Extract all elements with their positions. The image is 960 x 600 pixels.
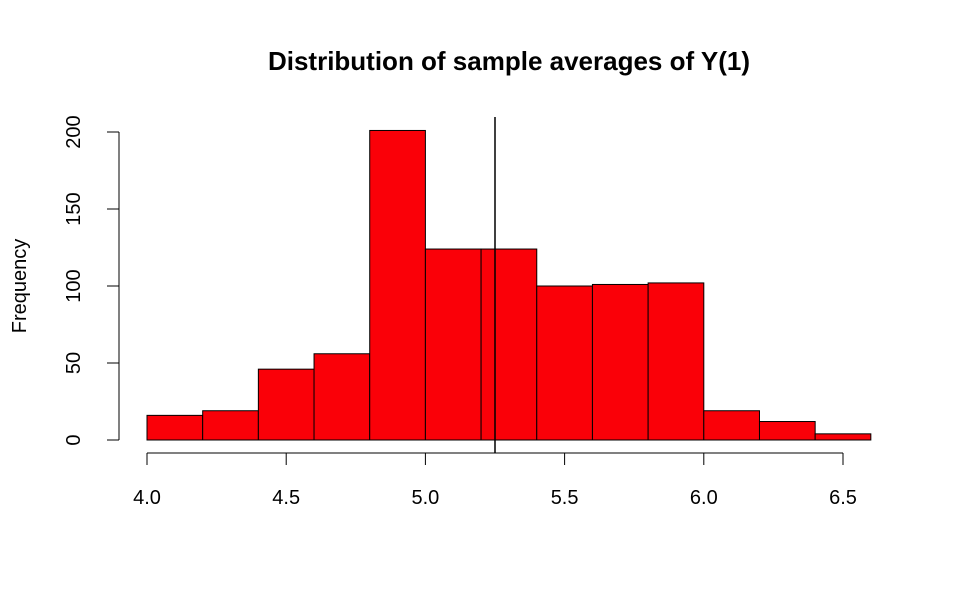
histogram-bar-1 (202, 410, 259, 441)
x-axis: 4.0 4.5 5.0 5.5 6.0 6.5 (133, 452, 857, 509)
histogram-bar-7 (536, 285, 593, 441)
x-tick-label-5: 6.5 (829, 487, 857, 509)
histogram-bar-2 (257, 368, 315, 441)
y-tick-label-1: 50 (63, 352, 85, 374)
x-tick-label-0: 4.0 (133, 487, 161, 509)
x-tick-label-2: 5.0 (411, 487, 439, 509)
chart-title: Distribution of sample averages of Y(1) (268, 46, 750, 76)
histogram-bar-11 (758, 421, 816, 441)
histogram-bar-10 (703, 410, 760, 441)
histogram-bar-12 (814, 433, 872, 441)
bars-group (146, 129, 872, 441)
y-axis-label: Frequency (9, 239, 31, 334)
histogram-bar-5 (424, 248, 482, 441)
histogram-bar-8 (591, 283, 649, 441)
histogram-bar-4 (369, 129, 426, 441)
x-tick-label-3: 5.5 (551, 487, 579, 509)
y-tick-label-2: 100 (63, 269, 85, 302)
y-tick-label-4: 200 (63, 115, 85, 148)
y-tick-label-3: 150 (63, 192, 85, 225)
histogram-bar-3 (313, 353, 371, 441)
histogram-bar-6 (480, 248, 538, 441)
y-tick-label-0: 0 (63, 434, 85, 445)
histogram-bar-0 (146, 414, 204, 441)
x-tick-label-1: 4.5 (272, 487, 300, 509)
x-tick-label-4: 6.0 (690, 487, 718, 509)
y-axis: 0 50 100 150 200 (63, 115, 120, 446)
histogram-bar-9 (647, 282, 705, 441)
